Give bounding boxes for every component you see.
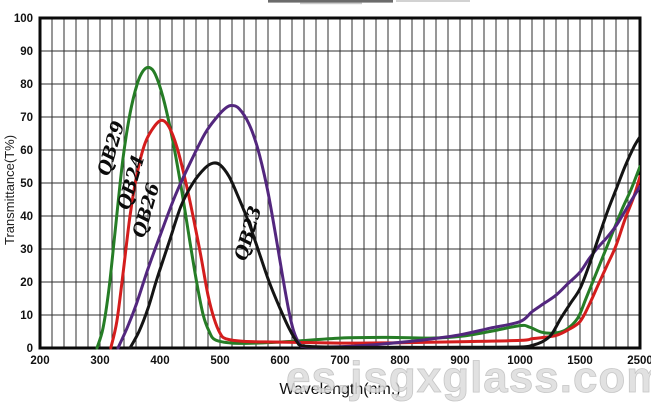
y-tick-label-60: 60 — [20, 145, 33, 157]
x-tick-label-900: 900 — [450, 355, 469, 367]
x-tick-label-600: 600 — [270, 355, 289, 367]
x-axis-title: Wavelength(nm.) — [279, 381, 400, 398]
y-tick-label-50: 50 — [20, 178, 33, 190]
cropped-title-mark — [396, 0, 470, 2]
y-tick-label-80: 80 — [20, 79, 33, 91]
x-axis-tick-labels: 200 300 400 500 600 700 800 900 1000 1500 2500 — [30, 355, 651, 367]
y-tick-label-20: 20 — [20, 277, 33, 289]
watermark-text: es.jsgxglass.com — [286, 353, 651, 402]
x-tick-label-200: 200 — [30, 355, 49, 367]
y-tick-label-90: 90 — [20, 46, 33, 58]
x-tick-label-700: 700 — [330, 355, 349, 367]
y-tick-label-30: 30 — [20, 244, 33, 256]
y-axis-title: Transmittance(T%) — [2, 135, 17, 245]
y-tick-label-0: 0 — [27, 343, 33, 355]
cropped-title-fragment — [268, 0, 470, 5]
y-tick-label-70: 70 — [20, 112, 33, 124]
x-tick-label-1000: 1000 — [507, 355, 533, 367]
y-tick-label-40: 40 — [20, 211, 33, 223]
cropped-title-mark — [300, 2, 362, 5]
x-tick-label-300: 300 — [90, 355, 109, 367]
x-tick-label-800: 800 — [390, 355, 409, 367]
cropped-title-mark — [268, 0, 393, 3]
y-axis-tick-labels: 0 10 20 30 40 50 60 70 80 90 100 — [14, 13, 33, 355]
y-tick-label-100: 100 — [14, 13, 33, 25]
curve-qb23 — [128, 135, 640, 350]
x-tick-label-400: 400 — [150, 355, 169, 367]
x-tick-label-1500: 1500 — [567, 355, 593, 367]
y-tick-label-10: 10 — [20, 310, 33, 322]
curves — [95, 65, 640, 350]
curve-qb29 — [95, 65, 640, 350]
x-tick-label-500: 500 — [210, 355, 229, 367]
curve-qb24 — [109, 118, 640, 350]
x-tick-label-2500: 2500 — [627, 355, 651, 367]
